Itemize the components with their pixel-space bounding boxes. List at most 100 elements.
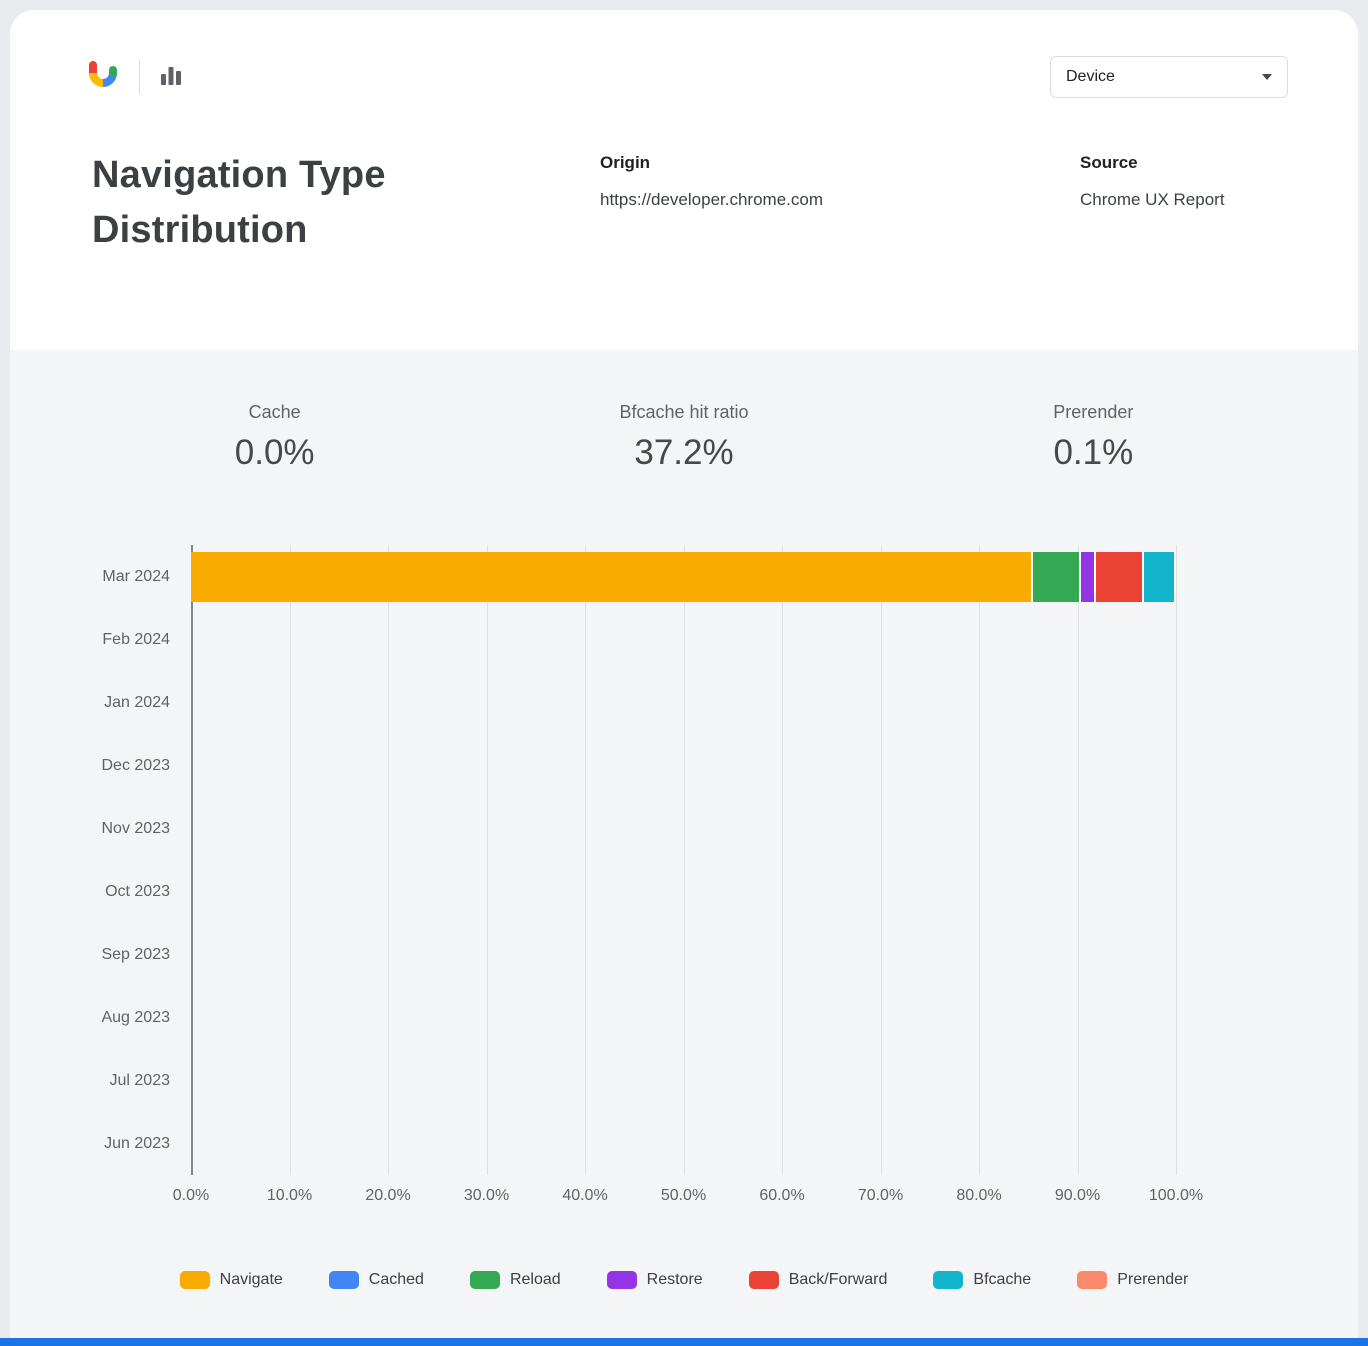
y-axis-line — [191, 545, 193, 1175]
bar-segment-prerender[interactable] — [1173, 551, 1176, 602]
gridline — [782, 545, 783, 1175]
bar-segment-back-forward[interactable] — [1094, 551, 1143, 602]
brand-divider — [139, 60, 140, 94]
gridline — [289, 545, 291, 1175]
legend-item-navigate[interactable]: Navigate — [179, 1271, 283, 1289]
legend-swatch-back-forward — [748, 1271, 779, 1289]
bar-row-feb-2024 — [191, 608, 1176, 671]
legend-label: Restore — [646, 1271, 703, 1288]
stat-label: Cache — [248, 402, 301, 422]
legend-label: Reload — [509, 1271, 561, 1288]
x-tick-label: 70.0% — [857, 1187, 904, 1204]
summary-stats: Cache 0.0% Bfcache hit ratio 37.2% Prere… — [10, 350, 1358, 473]
x-tick-label: 10.0% — [266, 1187, 313, 1204]
chart-section: Cache 0.0% Bfcache hit ratio 37.2% Prere… — [10, 350, 1358, 1346]
legend-label: Bfcache — [973, 1271, 1032, 1288]
legend-swatch-navigate — [179, 1271, 210, 1289]
y-tick-label-feb-2024: Feb 2024 — [102, 630, 170, 648]
plot-area — [191, 545, 1177, 1175]
crux-dashboard-card: Device Navigation Type Distribution Orig… — [10, 10, 1358, 1346]
x-tick-label: 20.0% — [365, 1187, 411, 1204]
header-section: Device Navigation Type Distribution Orig… — [10, 10, 1358, 350]
stat-value: 0.1% — [1053, 433, 1134, 472]
bar-row-jan-2024 — [191, 671, 1176, 734]
legend-label: Navigate — [219, 1271, 283, 1288]
page-title: Navigation Type Distribution — [92, 154, 386, 251]
x-tick-label: 50.0% — [660, 1187, 707, 1204]
crux-logo-icon — [85, 57, 121, 98]
bar-segment-reload[interactable] — [1031, 551, 1080, 602]
gridline — [486, 545, 488, 1175]
stat-cache: Cache 0.0% — [70, 402, 479, 473]
stat-prerender: Prerender 0.1% — [889, 402, 1298, 473]
top-bar: Device — [85, 56, 1288, 98]
bar-row-dec-2023 — [191, 734, 1176, 797]
stat-value: 37.2% — [634, 433, 734, 472]
y-tick-label-nov-2023: Nov 2023 — [101, 819, 171, 837]
device-filter-value: Device — [1066, 68, 1115, 85]
legend-item-cached[interactable]: Cached — [328, 1271, 424, 1289]
x-tick-label: 100.0% — [1148, 1187, 1204, 1204]
gridline — [1077, 545, 1079, 1175]
x-tick-label: 40.0% — [562, 1187, 608, 1204]
gridline — [683, 545, 685, 1175]
y-tick-label-sep-2023: Sep 2023 — [101, 945, 170, 963]
device-filter-dropdown[interactable]: Device — [1050, 56, 1288, 98]
origin-label: Origin — [600, 153, 651, 172]
stat-label: Bfcache hit ratio — [619, 402, 749, 422]
legend-item-back-forward[interactable]: Back/Forward — [748, 1271, 888, 1289]
legend-swatch-restore — [606, 1271, 637, 1289]
gridline — [979, 545, 980, 1175]
source-label: Source — [1080, 153, 1138, 172]
stat-bfcache-hit-ratio: Bfcache hit ratio 37.2% — [479, 402, 888, 473]
bar-chart-icon — [158, 62, 184, 93]
origin-block: Origin https://developer.chrome.com — [600, 148, 1080, 210]
gridline — [880, 545, 882, 1175]
legend-label: Back/Forward — [788, 1271, 888, 1288]
legend-item-reload[interactable]: Reload — [469, 1271, 561, 1289]
gridline — [388, 545, 389, 1175]
brand — [85, 57, 184, 98]
stacked-bar-chart: Mar 2024 Feb 2024 Jan 2024 Dec 2023 Nov 2023… — [10, 545, 1358, 1175]
y-tick-label-dec-2023: Dec 2023 — [101, 756, 171, 774]
y-axis-labels: Mar 2024 Feb 2024 Jan 2024 Dec 2023 Nov 2023… — [10, 545, 191, 1175]
bottom-accent-bar — [0, 1338, 1368, 1346]
bar-row-aug-2023 — [191, 986, 1176, 1049]
y-tick-label-jul-2023: Jul 2023 — [109, 1071, 171, 1089]
y-tick-label-jan-2024: Jan 2024 — [104, 693, 170, 711]
gridline — [585, 545, 586, 1175]
y-tick-label-aug-2023: Aug 2023 — [101, 1008, 170, 1026]
x-tick-label: 60.0% — [759, 1187, 805, 1204]
legend-swatch-reload — [469, 1271, 500, 1289]
bar-row-nov-2023 — [191, 797, 1176, 860]
title-row: Navigation Type Distribution Origin http… — [85, 148, 1288, 258]
bar-row-oct-2023 — [191, 860, 1176, 923]
legend: Navigate Cached Reload Restore Back/Forward B… — [10, 1271, 1358, 1289]
bar-row-jul-2023 — [191, 1049, 1176, 1112]
bar-segment-navigate[interactable] — [191, 551, 1032, 602]
x-tick-label: 80.0% — [956, 1187, 1002, 1204]
legend-item-prerender[interactable]: Prerender — [1077, 1271, 1188, 1289]
y-tick-label-jun-2023: Jun 2023 — [104, 1134, 170, 1152]
gridline — [1176, 545, 1177, 1175]
legend-swatch-bfcache — [933, 1271, 964, 1289]
legend-label: Cached — [368, 1271, 424, 1288]
legend-label: Prerender — [1117, 1271, 1189, 1288]
bar-segment-bfcache[interactable] — [1142, 551, 1174, 602]
bar-segment-restore[interactable] — [1079, 551, 1095, 602]
bar-row-sep-2023 — [191, 923, 1176, 986]
legend-swatch-cached — [328, 1271, 359, 1289]
y-tick-label-mar-2024: Mar 2024 — [102, 567, 170, 585]
source-value: Chrome UX Report — [1080, 190, 1225, 209]
legend-item-restore[interactable]: Restore — [606, 1271, 703, 1289]
origin-value: https://developer.chrome.com — [600, 190, 824, 209]
x-tick-label: 30.0% — [463, 1187, 510, 1204]
x-tick-label: 0.0% — [172, 1187, 210, 1204]
legend-item-bfcache[interactable]: Bfcache — [933, 1271, 1031, 1289]
legend-swatch-prerender — [1077, 1271, 1108, 1289]
x-axis-labels: 0.0% 10.0% 20.0% 30.0% 40.0% 50.0% 60.0% 70.0% 8… — [173, 1187, 1203, 1209]
chevron-down-icon — [1262, 74, 1272, 80]
y-tick-label-oct-2023: Oct 2023 — [105, 882, 170, 900]
x-tick-label: 90.0% — [1054, 1187, 1101, 1204]
stat-value: 0.0% — [234, 433, 315, 472]
